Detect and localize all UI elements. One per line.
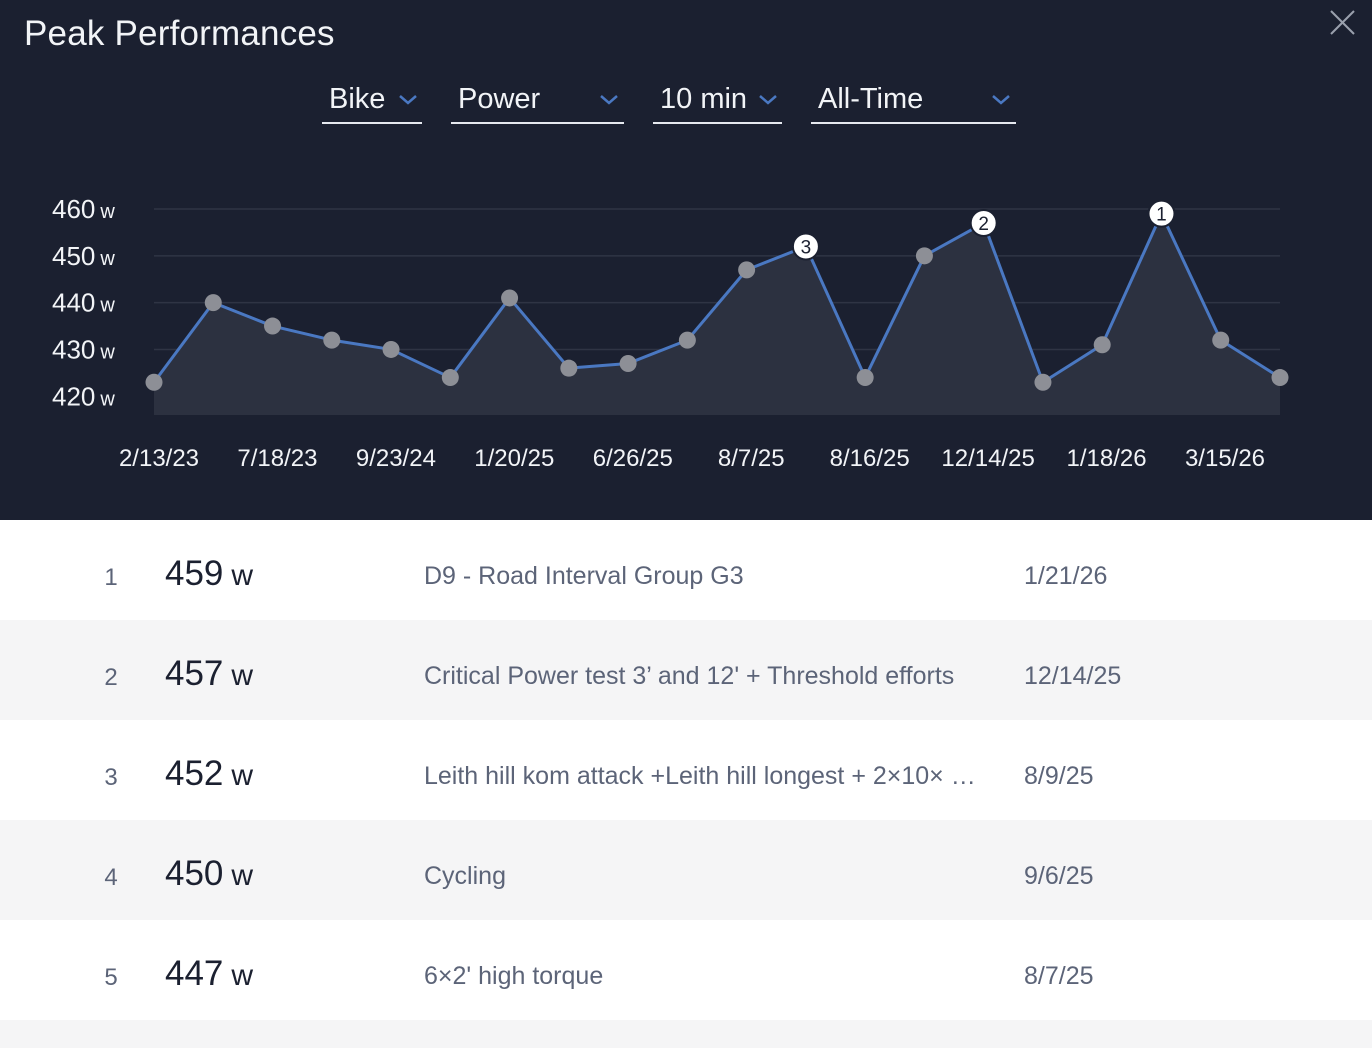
x-tick-label: 6/26/25 bbox=[593, 445, 673, 472]
row-activity-name: Critical Power test 3’ and 12' + Thresho… bbox=[424, 662, 955, 690]
chevron-down-icon bbox=[992, 95, 1010, 105]
rank-marker-label: 3 bbox=[801, 237, 812, 258]
metric-dropdown-value: Power bbox=[458, 83, 541, 115]
data-point[interactable] bbox=[856, 369, 874, 387]
row-value: 457 w bbox=[165, 654, 254, 693]
page-title: Peak Performances bbox=[24, 14, 335, 53]
ranked-data-point[interactable]: 2 bbox=[969, 209, 998, 238]
rank-marker-label: 2 bbox=[978, 214, 989, 235]
x-tick-label: 8/7/25 bbox=[718, 445, 785, 472]
x-tick-label: 1/18/26 bbox=[1067, 445, 1147, 472]
sport-dropdown-value: Bike bbox=[329, 83, 386, 115]
ranked-data-point[interactable]: 3 bbox=[791, 232, 820, 261]
close-icon bbox=[1330, 10, 1355, 35]
data-point[interactable] bbox=[323, 331, 341, 349]
close-button[interactable] bbox=[1326, 6, 1360, 40]
row-date: 8/7/25 bbox=[1024, 962, 1094, 990]
data-point[interactable] bbox=[678, 331, 696, 349]
data-point[interactable] bbox=[560, 359, 578, 377]
row-value: 450 w bbox=[165, 854, 254, 893]
x-tick-label: 2/13/23 bbox=[119, 445, 199, 472]
row-value: 459 w bbox=[165, 554, 254, 593]
data-point[interactable] bbox=[1271, 369, 1289, 387]
chevron-down-icon bbox=[399, 95, 417, 105]
chart-series-line bbox=[152, 212, 1281, 384]
x-tick-label: 8/16/25 bbox=[830, 445, 910, 472]
row-activity-name: Leith hill kom attack +Leith hill longes… bbox=[424, 762, 984, 790]
row-date: 12/14/25 bbox=[1024, 662, 1122, 690]
data-point[interactable] bbox=[738, 261, 756, 279]
row-date: 8/9/25 bbox=[1024, 762, 1094, 790]
metric-dropdown[interactable]: Power bbox=[451, 80, 624, 124]
power-chart: 3 2 1 460 w 450 w 440 w 430 w 420 w 2/13/23 7/18/23 9… bbox=[52, 194, 1289, 472]
table-row[interactable] bbox=[0, 1020, 1372, 1048]
data-point[interactable] bbox=[204, 294, 222, 312]
data-point[interactable] bbox=[264, 317, 282, 335]
ranked-data-point[interactable]: 1 bbox=[1147, 199, 1176, 228]
data-point[interactable] bbox=[382, 340, 400, 358]
duration-dropdown-value: 10 min bbox=[660, 83, 748, 115]
y-tick-label: 460 w bbox=[52, 194, 115, 224]
table-row[interactable]: 1 459 w D9 - Road Interval Group G3 1/21/… bbox=[0, 520, 1372, 620]
y-tick-label: 430 w bbox=[52, 334, 115, 364]
row-rank: 1 bbox=[104, 564, 118, 591]
data-point[interactable] bbox=[441, 369, 459, 387]
y-tick-label: 420 w bbox=[52, 381, 115, 411]
row-rank: 5 bbox=[104, 964, 118, 991]
row-rank: 3 bbox=[104, 764, 118, 791]
x-tick-label: 3/15/26 bbox=[1185, 445, 1265, 472]
peak-performances-panel: 3 2 1 460 w 450 w 440 w 430 w 420 w 2/13/23 7/18/23 9… bbox=[0, 0, 1372, 520]
rank-marker-label: 1 bbox=[1156, 205, 1167, 226]
y-tick-label: 450 w bbox=[52, 241, 115, 271]
x-tick-label: 1/20/25 bbox=[474, 445, 554, 472]
table-row[interactable]: 5 447 w 6×2' high torque 8/7/25 bbox=[0, 920, 1372, 1020]
chevron-down-icon bbox=[759, 95, 777, 105]
row-rank: 4 bbox=[104, 864, 118, 891]
sport-dropdown[interactable]: Bike bbox=[322, 80, 422, 124]
y-tick-label: 440 w bbox=[52, 288, 115, 318]
data-point[interactable] bbox=[1212, 331, 1230, 349]
row-date: 9/6/25 bbox=[1024, 862, 1094, 890]
x-tick-label: 9/23/24 bbox=[356, 445, 436, 472]
row-date: 1/21/26 bbox=[1024, 562, 1108, 590]
data-point[interactable] bbox=[1034, 373, 1052, 391]
data-point[interactable] bbox=[145, 373, 163, 391]
time-range-dropdown-value: All-Time bbox=[818, 83, 924, 115]
data-point[interactable] bbox=[619, 355, 637, 372]
table-row[interactable]: 4 450 w Cycling 9/6/25 bbox=[0, 820, 1372, 920]
x-tick-label: 12/14/25 bbox=[941, 445, 1034, 472]
data-point[interactable] bbox=[501, 289, 519, 307]
table-row[interactable]: 3 452 w Leith hill kom attack +Leith hill… bbox=[0, 720, 1372, 820]
row-activity-name: Cycling bbox=[424, 862, 506, 890]
x-tick-label: 7/18/23 bbox=[237, 445, 317, 472]
row-activity-name: D9 - Road Interval Group G3 bbox=[424, 562, 744, 590]
data-point[interactable] bbox=[1093, 336, 1111, 354]
row-rank: 2 bbox=[104, 664, 118, 691]
chart-area-fill bbox=[154, 213, 1280, 415]
row-value: 447 w bbox=[165, 954, 254, 993]
chevron-down-icon bbox=[600, 95, 618, 105]
table-row[interactable]: 2 457 w Critical Power test 3’ and 12' + … bbox=[0, 620, 1372, 720]
duration-dropdown[interactable]: 10 min bbox=[653, 80, 782, 124]
time-range-dropdown[interactable]: All-Time bbox=[811, 80, 1016, 124]
row-activity-name: 6×2' high torque bbox=[424, 962, 604, 990]
peak-performances-list: 1 459 w D9 - Road Interval Group G3 1/21/… bbox=[0, 520, 1372, 1048]
data-point[interactable] bbox=[915, 247, 933, 265]
row-value: 452 w bbox=[165, 754, 254, 793]
